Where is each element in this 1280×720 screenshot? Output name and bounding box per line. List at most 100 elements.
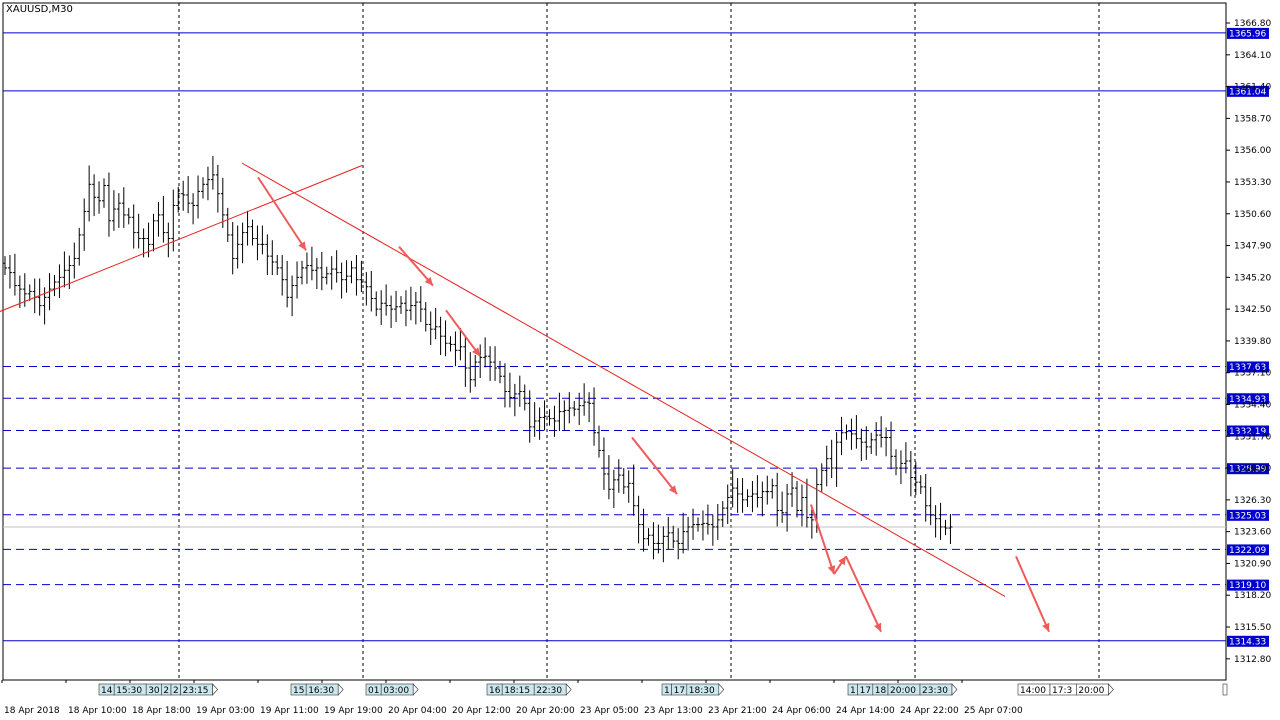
event-label: 20:00: [1078, 686, 1104, 696]
candle: [220, 177, 225, 228]
candle: [394, 290, 399, 323]
candle: [770, 478, 775, 499]
candle: [433, 307, 438, 340]
dashed-level-5-label: 1322.09: [1229, 546, 1266, 556]
event-label: 18:30: [689, 686, 715, 696]
x-tick-label: 19 Apr 19:00: [324, 706, 383, 716]
dashed-level-3-bg: [1227, 463, 1269, 475]
candle: [314, 257, 319, 290]
candle: [72, 242, 77, 279]
chart-frame: [2, 2, 1227, 681]
arrow-head-1: [424, 276, 433, 286]
dashed-level-1-bg: [1227, 393, 1269, 405]
candle: [265, 234, 270, 275]
candle: [522, 384, 527, 411]
candle: [364, 272, 369, 306]
candle: [631, 464, 636, 516]
y-tick-label: 1315.50: [1234, 623, 1271, 633]
dashed-level-6-bg: [1227, 579, 1269, 591]
candle: [384, 284, 389, 316]
event-label: 23:30: [922, 686, 948, 696]
candle: [804, 478, 809, 528]
dashed-level-4-bg: [1227, 509, 1269, 521]
arrow-line-2: [445, 309, 481, 357]
candle: [666, 516, 671, 550]
event-group-end: [212, 683, 219, 696]
candle: [52, 274, 57, 297]
arrow-head-4: [827, 565, 836, 575]
candle: [324, 266, 329, 285]
candle: [181, 180, 186, 211]
event-label: 18: [875, 686, 887, 696]
candle: [210, 156, 215, 190]
candle: [359, 260, 364, 293]
candle: [82, 198, 87, 251]
trendline-1: [241, 162, 1006, 597]
candle: [844, 424, 849, 440]
candle: [601, 437, 606, 490]
annotation-arrows: [257, 176, 1050, 633]
arrow-line-7: [1015, 555, 1050, 633]
candle: [671, 525, 676, 549]
candle: [735, 478, 740, 513]
candle: [215, 164, 220, 213]
candle: [245, 210, 250, 246]
y-tick-label: 1350.60: [1234, 210, 1271, 220]
event-markers: 14 15:30 30 2 2 23:15 15 16:30 01 03:00 16 18:15 22:…: [98, 683, 1228, 696]
event-label: 18:15: [504, 686, 530, 696]
candle: [458, 327, 463, 361]
candle: [582, 383, 587, 416]
candle: [126, 207, 131, 225]
arrow-head-3: [668, 485, 677, 494]
candle: [111, 190, 116, 231]
event-group-5: 1 17 18 20:00 23:30: [847, 683, 958, 696]
event-label: 17: [674, 686, 685, 696]
event-label: 15:30: [116, 686, 142, 696]
candle: [547, 409, 552, 426]
symbol-timeframe-label: XAUUSD,M30: [6, 4, 73, 15]
candle: [592, 387, 597, 446]
candle: [532, 402, 537, 437]
candle: [418, 286, 423, 323]
candle: [705, 504, 710, 535]
candle: [854, 415, 859, 449]
event-label: 1: [850, 686, 856, 696]
candle: [681, 512, 686, 554]
candle: [260, 225, 265, 255]
event-group-end: [1108, 683, 1114, 696]
candle: [730, 469, 735, 508]
candle: [948, 513, 953, 545]
candle: [300, 260, 304, 285]
candle: [3, 256, 7, 275]
y-tick-label: 1342.50: [1234, 305, 1271, 315]
y-tick-label: 1358.70: [1234, 114, 1271, 124]
candle: [700, 510, 705, 541]
candle: [710, 514, 715, 546]
x-tick-label: 24 Apr 22:00: [900, 706, 959, 716]
candle: [686, 516, 691, 551]
event-group-2: 01 03:00: [365, 683, 419, 696]
candle: [87, 165, 92, 222]
solid-level-1-bg: [1227, 85, 1269, 97]
candle: [369, 270, 374, 312]
candle: [191, 193, 196, 225]
event-label: 17:3: [1052, 686, 1072, 696]
arrow-head-0: [298, 241, 306, 251]
candle: [478, 344, 483, 378]
y-tick-label: 1356.00: [1234, 146, 1271, 156]
y-tick-label: 1345.20: [1234, 273, 1271, 283]
candle: [740, 478, 745, 513]
candle: [859, 428, 864, 462]
candle: [874, 422, 879, 456]
event-label: 16: [489, 686, 501, 696]
y-tick-label: 1323.60: [1234, 528, 1271, 538]
candle: [651, 522, 656, 560]
candle: [557, 392, 562, 431]
arrow-head-6: [874, 622, 882, 632]
dashed-level-4-label: 1325.03: [1229, 511, 1266, 521]
candle: [755, 475, 760, 508]
x-tick-label: 19 Apr 03:00: [196, 706, 255, 716]
event-group-4: 1 17 18:30: [661, 683, 725, 696]
candle: [923, 473, 928, 522]
